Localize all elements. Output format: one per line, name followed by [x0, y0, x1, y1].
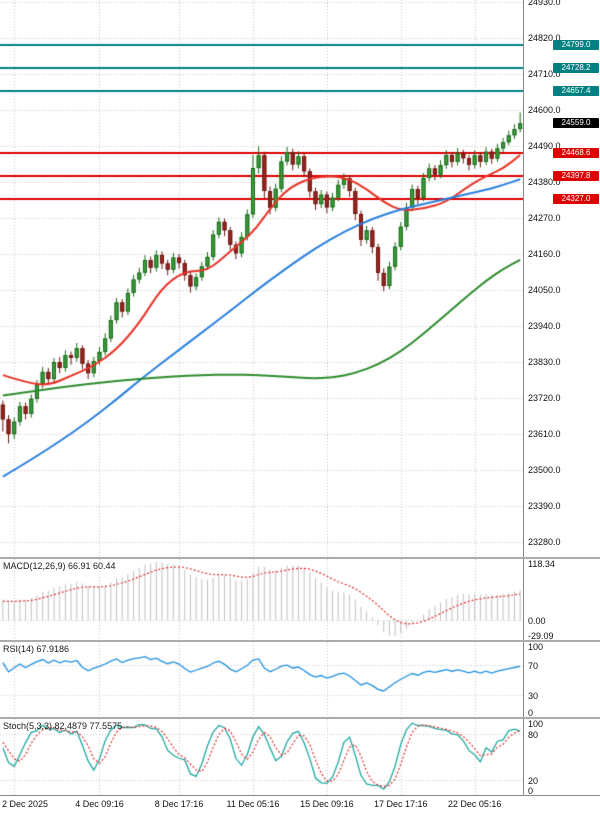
- price-tick-label: 24710.0: [528, 68, 561, 79]
- macd-label: MACD(12,26,9) 66.91 60.44: [3, 561, 116, 571]
- panel-separator[interactable]: [0, 640, 600, 642]
- price-tick-label: 24820.0: [528, 32, 561, 43]
- time-axis[interactable]: 2 Dec 2025 4 Dec 09:16 8 Dec 17:16 11 Dec 0…: [0, 795, 600, 814]
- price-tick-label: 23610.0: [528, 429, 561, 440]
- macd-indicator-canvas[interactable]: [0, 559, 523, 640]
- price-tick-label: 23940.0: [528, 321, 561, 331]
- price-tick-label: 23390.0: [528, 501, 561, 512]
- price-tick-label: 23280.0: [528, 537, 561, 548]
- price-tick-label: 24380.0: [528, 176, 561, 187]
- panel-separator[interactable]: [0, 557, 600, 559]
- price-line-tag[interactable]: 24728.2: [553, 62, 599, 73]
- time-label: 17 Dec 17:16: [373, 799, 428, 809]
- rsi-axis: 100 70 30 0: [523, 642, 600, 717]
- price-tick-label: 24160.0: [528, 248, 561, 259]
- rsi-axis-label: 70: [528, 660, 539, 671]
- time-label: 22 Dec 05:16: [447, 799, 502, 809]
- rsi-label: RSI(14) 67.9186: [3, 644, 70, 654]
- price-chart-canvas[interactable]: [0, 0, 523, 557]
- rsi-indicator-canvas[interactable]: [0, 642, 523, 717]
- stoch-indicator-canvas[interactable]: [0, 719, 523, 795]
- stoch-axis-label: 0: [528, 786, 534, 795]
- rsi-axis-label: 0: [528, 708, 534, 717]
- price-line-tag[interactable]: 24799.0: [553, 39, 599, 50]
- rsi-axis-label: 30: [528, 690, 539, 701]
- stoch-panel: Stoch(5,3,3) 82.4879 77.5575 100 80 20 0: [0, 719, 600, 795]
- time-label: 8 Dec 17:16: [154, 799, 204, 809]
- price-tick-label: 24930.0: [528, 0, 561, 7]
- current-price-tag[interactable]: 24559.0: [553, 118, 599, 129]
- stoch-axis-label: 100: [528, 719, 544, 729]
- price-line-tag[interactable]: 24657.4: [553, 85, 599, 96]
- macd-axis-label: 0.00: [528, 616, 546, 627]
- macd-axis-label: 118.34: [528, 559, 555, 569]
- panel-separator[interactable]: [0, 717, 600, 719]
- stoch-axis-label: 80: [528, 730, 539, 741]
- rsi-panel: RSI(14) 67.9186 100 70 30 0: [0, 642, 600, 717]
- macd-axis-label: -29.09: [528, 630, 554, 640]
- price-tick-label: 24050.0: [528, 284, 561, 295]
- price-axis[interactable]: 23280.0 23390.0 23500.0 23610.0 23720.0 23830…: [523, 0, 600, 557]
- price-tick-label: 23500.0: [528, 465, 561, 476]
- price-tick-label: 24270.0: [528, 212, 561, 223]
- rsi-axis-label: 100: [528, 642, 544, 652]
- price-tick-label: 23720.0: [528, 393, 561, 404]
- stoch-axis: 100 80 20 0: [523, 719, 600, 795]
- macd-axis: 118.34 0.00 -29.09: [523, 559, 600, 640]
- price-panel: 23280.0 23390.0 23500.0 23610.0 23720.0 23830…: [0, 0, 600, 557]
- time-label: 4 Dec 09:16: [75, 799, 124, 809]
- time-label: 15 Dec 09:16: [300, 799, 354, 809]
- price-line-tag[interactable]: 24468.6: [553, 147, 599, 158]
- price-line-tag[interactable]: 24397.8: [553, 171, 599, 181]
- stoch-axis-label: 20: [528, 775, 539, 786]
- macd-panel: MACD(12,26,9) 66.91 60.44 118.34 0.00 -29.…: [0, 559, 600, 640]
- time-label: 11 Dec 05:16: [226, 799, 280, 809]
- price-line-tag[interactable]: 24327.0: [553, 194, 599, 205]
- stoch-label: Stoch(5,3,3) 82.4879 77.5575: [3, 721, 123, 731]
- price-tick-label: 24490.0: [528, 140, 561, 151]
- price-tick-label: 24600.0: [528, 104, 561, 115]
- time-label: 2 Dec 2025: [2, 799, 49, 809]
- price-tick-label: 23830.0: [528, 357, 561, 368]
